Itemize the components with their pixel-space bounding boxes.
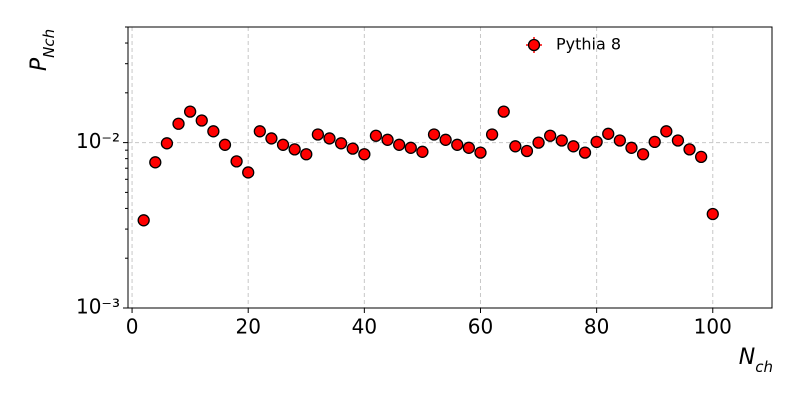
- x-axis-label: Nch: [739, 345, 773, 376]
- marker: [300, 148, 313, 161]
- marker: [636, 148, 650, 161]
- marker: [602, 127, 615, 140]
- marker: [439, 133, 452, 146]
- marker: [160, 137, 174, 150]
- marker: [183, 105, 197, 118]
- marker: [555, 134, 568, 147]
- marker: [590, 135, 603, 149]
- y-tick-label: 10⁻³: [76, 295, 120, 319]
- marker: [648, 135, 661, 149]
- marker: [253, 125, 266, 138]
- marker: [207, 125, 220, 138]
- marker: [172, 117, 185, 130]
- marker: [276, 138, 290, 151]
- marker: [578, 146, 592, 159]
- marker: [149, 156, 162, 169]
- marker: [288, 143, 301, 156]
- x-tick-label: 0: [126, 315, 139, 339]
- y-tick-label: 10⁻²: [76, 129, 120, 153]
- marker: [346, 142, 359, 155]
- marker: [520, 144, 534, 158]
- marker: [695, 150, 708, 164]
- x-tick-label: 40: [352, 315, 377, 339]
- marker: [358, 148, 371, 161]
- marker: [613, 134, 627, 147]
- x-tick-label: 20: [235, 315, 260, 339]
- marker: [485, 128, 499, 141]
- marker: [567, 140, 580, 153]
- marker: [451, 138, 464, 151]
- marker: [393, 138, 406, 151]
- marker: [706, 207, 719, 221]
- marker: [416, 145, 429, 158]
- plot-frame: [127, 26, 773, 309]
- marker: [230, 155, 243, 168]
- legend-label: Pythia 8: [556, 35, 621, 54]
- marker: [369, 129, 383, 142]
- x-tick-label: 60: [468, 315, 493, 339]
- legend-marker: [527, 38, 541, 52]
- marker: [509, 140, 522, 153]
- marker: [625, 141, 638, 154]
- marker: [265, 132, 278, 145]
- marker: [334, 137, 348, 150]
- marker: [323, 132, 336, 145]
- y-axis-label: PNch: [27, 29, 58, 71]
- marker: [497, 105, 510, 118]
- marker: [474, 146, 487, 159]
- marker: [532, 136, 545, 149]
- marker: [462, 141, 476, 154]
- marker: [242, 166, 255, 179]
- marker: [137, 214, 150, 227]
- marker: [544, 129, 557, 142]
- marker: [660, 125, 673, 138]
- marker: [683, 143, 696, 156]
- x-tick-label: 80: [584, 315, 609, 339]
- marker: [311, 128, 325, 141]
- marker: [671, 134, 685, 147]
- marker: [427, 128, 441, 141]
- marker: [404, 141, 417, 154]
- marker: [195, 114, 208, 127]
- x-tick-label: 100: [694, 315, 732, 339]
- marker: [381, 133, 394, 146]
- marker: [218, 138, 232, 151]
